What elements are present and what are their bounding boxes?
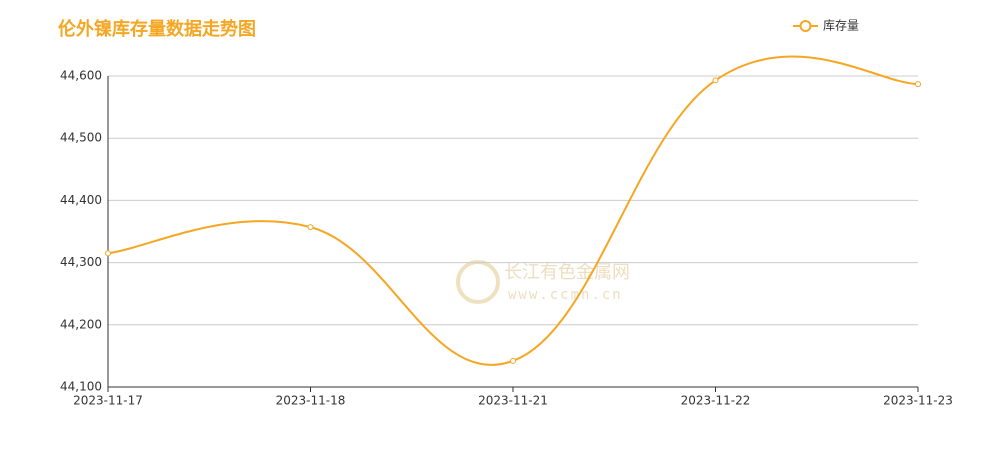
- point: [915, 81, 921, 88]
- point: [712, 77, 719, 84]
- x-tick-label: 2023-11-22: [681, 394, 751, 408]
- legend-marker: [799, 20, 812, 32]
- y-tick-label: 44,600: [60, 69, 102, 83]
- x-tick-label: 2023-11-23: [883, 394, 953, 408]
- watermark: 长江有色金属网 www.ccmn.cn: [456, 260, 630, 304]
- legend-label: 库存量: [823, 18, 859, 33]
- point: [510, 357, 516, 364]
- watermark-logo: [456, 260, 500, 304]
- y-tick-label: 44,200: [60, 317, 102, 331]
- y-tick-label: 44,500: [60, 131, 102, 145]
- point: [105, 250, 111, 257]
- watermark-url: www.ccmn.cn: [508, 287, 623, 303]
- y-tick-label: 44,300: [60, 255, 102, 269]
- x-tick-label: 2023-11-17: [73, 394, 143, 408]
- y-tick-label: 44,100: [60, 380, 102, 394]
- point: [307, 224, 314, 231]
- y-tick-label: 44,400: [60, 193, 102, 207]
- x-tick-label: 2023-11-18: [276, 394, 346, 408]
- line: [107, 55, 919, 366]
- chart-title: 伦外镍库存量数据走势图: [58, 18, 256, 40]
- watermark-name: 长江有色金属网: [504, 262, 630, 283]
- x-tick-label: 2023-11-21: [478, 394, 548, 408]
